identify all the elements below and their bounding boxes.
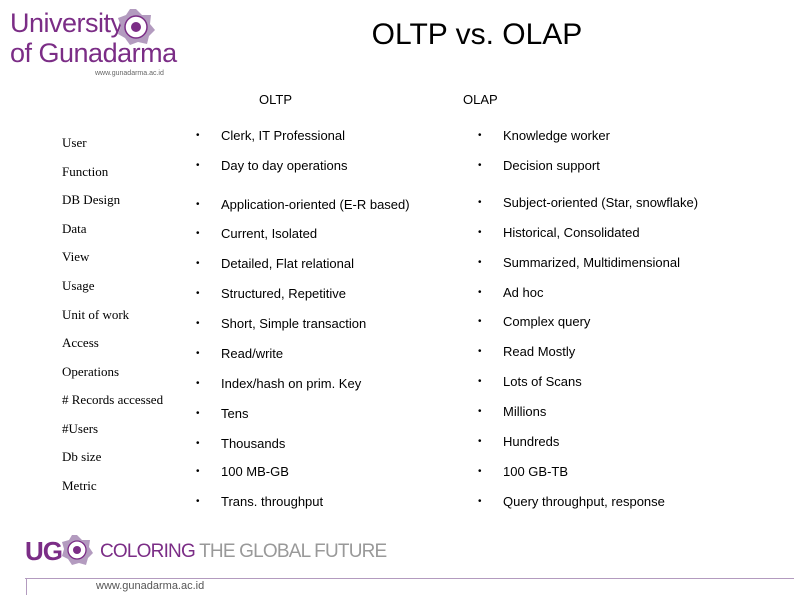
olap-item: Read Mostly [503,344,576,359]
bullet: • [196,348,200,359]
row-label: Metric [62,478,97,493]
oltp-item: Current, Isolated [221,226,318,241]
bullet: • [478,346,482,357]
bullet: • [196,130,200,141]
olap-item: Query throughput, response [503,494,665,509]
bullet: • [478,160,482,171]
logo-line-1: University [10,8,124,38]
bullet: • [196,228,200,239]
oltp-item: Read/write [221,346,284,361]
footer-vertical-rule [26,578,27,595]
bullet: • [478,287,482,298]
olap-item: Summarized, Multidimensional [503,255,681,270]
olap-item: Millions [503,404,547,419]
row-label: Usage [62,278,95,293]
row-label: User [62,135,87,150]
olap-item: Knowledge worker [503,128,610,143]
footer-tagline: COLORING THE GLOBAL FUTURE [100,541,387,563]
olap-item: Complex query [503,314,591,329]
olap-item: Lots of Scans [503,374,582,389]
row-label: Access [62,335,99,350]
bullet: • [478,466,482,477]
bullet: • [196,466,200,477]
oltp-item: Tens [221,406,249,421]
bullet: • [478,316,482,327]
slide-title: OLTP vs. OLAP [371,18,583,51]
row-label: Data [62,221,87,236]
column-header-olap: OLAP [463,92,498,107]
bullet: • [196,288,200,299]
footer-tagline-rest: THE GLOBAL FUTURE [194,541,387,562]
row-label: View [62,249,90,264]
oltp-item: Structured, Repetitive [221,286,347,301]
oltp-item: 100 MB-GB [221,464,289,479]
oltp-item: Trans. throughput [221,494,324,509]
logo-line-2: of Gunadarma [10,38,177,68]
oltp-item: Day to day operations [221,158,348,173]
row-label: #Users [62,421,99,436]
bullet: • [478,197,482,208]
row-label: Operations [62,364,120,379]
bullet: • [478,227,482,238]
olap-item: Historical, Consolidated [503,225,640,240]
oltp-item: Application-oriented (E-R based) [221,197,410,212]
row-label: Db size [62,449,102,464]
oltp-item: Index/hash on prim. Key [221,376,362,391]
bullet: • [478,496,482,507]
footer-divider [25,578,794,579]
row-label: DB Design [62,192,121,207]
bullet: • [478,376,482,387]
bullet: • [478,257,482,268]
row-label: Function [62,164,109,179]
bullet: • [196,199,200,210]
bullet: • [196,496,200,507]
footer-ug-logo-text: UG [25,536,63,566]
oltp-item: Thousands [221,436,286,451]
footer-seal-icon [62,535,93,565]
footer-tagline-coloring: COLORING [100,541,196,562]
olap-item: Ad hoc [503,285,544,300]
bullet: • [478,436,482,447]
footer-url: www.gunadarma.ac.id [96,580,205,592]
oltp-item: Detailed, Flat relational [221,256,354,271]
column-header-oltp: OLTP [259,92,292,107]
bullet: • [196,258,200,269]
bullet: • [478,406,482,417]
olap-item: Hundreds [503,434,560,449]
seal-icon [118,9,155,45]
bullet: • [196,160,200,171]
oltp-item: Short, Simple transaction [221,316,367,331]
olap-item: 100 GB-TB [503,464,569,479]
row-label: # Records accessed [62,392,164,407]
logo-url: www.gunadarma.ac.id [95,70,164,77]
olap-item: Subject-oriented (Star, snowflake) [503,195,699,210]
university-logo: University of Gunadarma www.gunadarma.ac… [10,8,177,80]
olap-item: Decision support [503,158,600,173]
bullet: • [478,130,482,141]
oltp-item: Clerk, IT Professional [221,128,346,143]
bullet: • [196,438,200,449]
bullet: • [196,378,200,389]
bullet: • [196,408,200,419]
row-label: Unit of work [62,307,130,322]
bullet: • [196,318,200,329]
